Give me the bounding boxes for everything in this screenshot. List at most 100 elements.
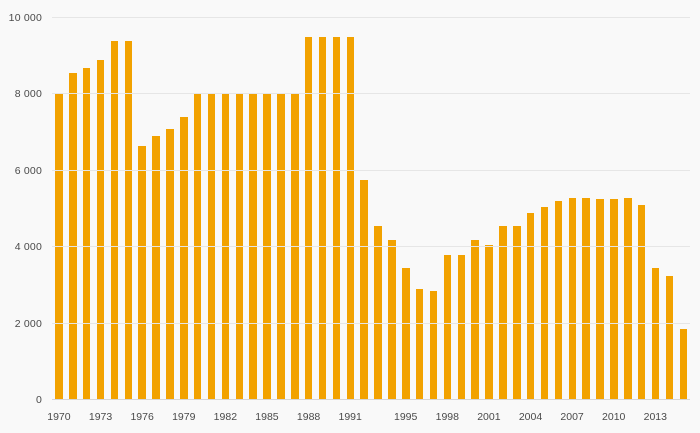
bar-1979[interactable] — [180, 117, 188, 400]
y-axis-tick-label: 6 000 — [14, 164, 42, 177]
bar-slot — [302, 18, 316, 400]
bar-1990[interactable] — [332, 37, 341, 400]
y-axis-tick-label: 2 000 — [14, 317, 42, 330]
bar-1985[interactable] — [263, 94, 271, 400]
bar-slot — [94, 18, 108, 400]
bar-1977[interactable] — [152, 136, 160, 400]
bar-1980[interactable] — [193, 94, 202, 400]
bar-slot — [524, 18, 538, 400]
bar-1997[interactable] — [429, 291, 438, 400]
bar-1972[interactable] — [82, 67, 91, 400]
bar-slot — [538, 18, 552, 400]
bar-1987[interactable] — [291, 94, 299, 400]
bar-slot — [371, 18, 385, 400]
bar-slot — [232, 18, 246, 400]
bar-slot — [649, 18, 663, 400]
bar-slot — [316, 18, 330, 400]
x-axis-tick-label: 1985 — [255, 411, 279, 423]
bars — [52, 18, 690, 400]
bar-1995[interactable] — [402, 268, 410, 400]
bar-slot — [274, 18, 288, 400]
bar-1993[interactable] — [374, 226, 382, 400]
bar-1982[interactable] — [221, 94, 230, 400]
bar-2008[interactable] — [582, 197, 590, 400]
gridline — [52, 93, 690, 95]
bar-1998[interactable] — [443, 254, 452, 400]
bar-1975[interactable] — [124, 40, 133, 400]
bar-slot — [579, 18, 593, 400]
bar-2013[interactable] — [651, 268, 660, 400]
bar-slot — [191, 18, 205, 400]
bar-slot — [621, 18, 635, 400]
bar-slot — [205, 18, 219, 400]
bar-slot — [330, 18, 344, 400]
bar-1974[interactable] — [110, 40, 119, 400]
x-axis-tick-label: 1988 — [296, 411, 321, 423]
bar-slot — [219, 18, 233, 400]
bar-2004[interactable] — [526, 212, 535, 400]
bar-slot — [149, 18, 163, 400]
bar-slot — [663, 18, 677, 400]
bar-2006[interactable] — [554, 201, 563, 400]
bar-slot — [288, 18, 302, 400]
bar-slot — [676, 18, 690, 400]
x-axis-tick-label: 2007 — [560, 411, 584, 423]
bar-2015[interactable] — [679, 329, 688, 400]
bar-2005[interactable] — [540, 207, 549, 400]
bar-slot — [468, 18, 482, 400]
bar-2011[interactable] — [624, 197, 632, 400]
bar-2010[interactable] — [610, 199, 618, 400]
x-axis-tick-label: 1979 — [172, 411, 196, 423]
y-axis-tick-label: 4 000 — [14, 241, 42, 254]
x-axis-tick-label: 2010 — [602, 411, 626, 423]
y-axis-tick-label: 10 000 — [8, 12, 42, 24]
bar-1988[interactable] — [304, 37, 313, 400]
bar-slot — [357, 18, 371, 400]
bar-2007[interactable] — [568, 197, 577, 400]
bar-1983[interactable] — [235, 94, 244, 400]
x-axis-tick-label: 1995 — [393, 411, 418, 423]
bar-2009[interactable] — [596, 199, 604, 400]
bar-1970[interactable] — [55, 94, 63, 400]
bar-2000[interactable] — [471, 239, 479, 400]
bar-1996[interactable] — [415, 289, 424, 400]
plot-area — [52, 17, 690, 400]
bar-2002[interactable] — [499, 226, 507, 400]
bar-slot — [135, 18, 149, 400]
gridline — [52, 17, 690, 18]
bar-slot — [80, 18, 94, 400]
bar-1973[interactable] — [96, 60, 105, 400]
gridline — [52, 322, 690, 324]
bar-2012[interactable] — [637, 205, 646, 400]
bar-slot — [52, 18, 66, 400]
bar-2014[interactable] — [665, 275, 674, 400]
bar-1999[interactable] — [457, 254, 466, 400]
x-axis-tick-label: 1991 — [338, 411, 362, 423]
bar-slot — [593, 18, 607, 400]
bar-1992[interactable] — [360, 180, 368, 400]
x-axis-tick-label: 1998 — [435, 411, 459, 423]
bar-1994[interactable] — [388, 239, 396, 400]
bar-1978[interactable] — [166, 128, 174, 400]
bar-1986[interactable] — [277, 94, 285, 400]
y-axis-tick-label: 8 000 — [14, 88, 42, 101]
y-axis: 0 2 000 4 000 6 000 8 000 10 000 — [0, 12, 44, 406]
x-axis-tick-label: 1973 — [88, 411, 113, 423]
x-axis-tick-label: 1970 — [47, 411, 71, 423]
bar-1984[interactable] — [249, 94, 257, 400]
x-axis-tick-label: 2004 — [518, 411, 543, 423]
bar-2003[interactable] — [513, 226, 521, 400]
x-axis: 1970 1973 1976 1979 1982 1985 1988 1991 1995 1998… — [47, 411, 690, 427]
x-axis-tick-label: 2013 — [643, 411, 667, 423]
y-axis-tick-label: 0 — [35, 394, 42, 406]
bar-1971[interactable] — [69, 73, 77, 400]
bar-slot — [607, 18, 621, 400]
bar-1981[interactable] — [207, 94, 216, 400]
bar-1989[interactable] — [318, 37, 327, 400]
x-axis-tick-label: 1982 — [213, 411, 238, 423]
bar-1991[interactable] — [346, 37, 355, 400]
bar-slot — [246, 18, 260, 400]
bar-1976[interactable] — [138, 145, 146, 400]
bar-slot — [427, 18, 441, 400]
